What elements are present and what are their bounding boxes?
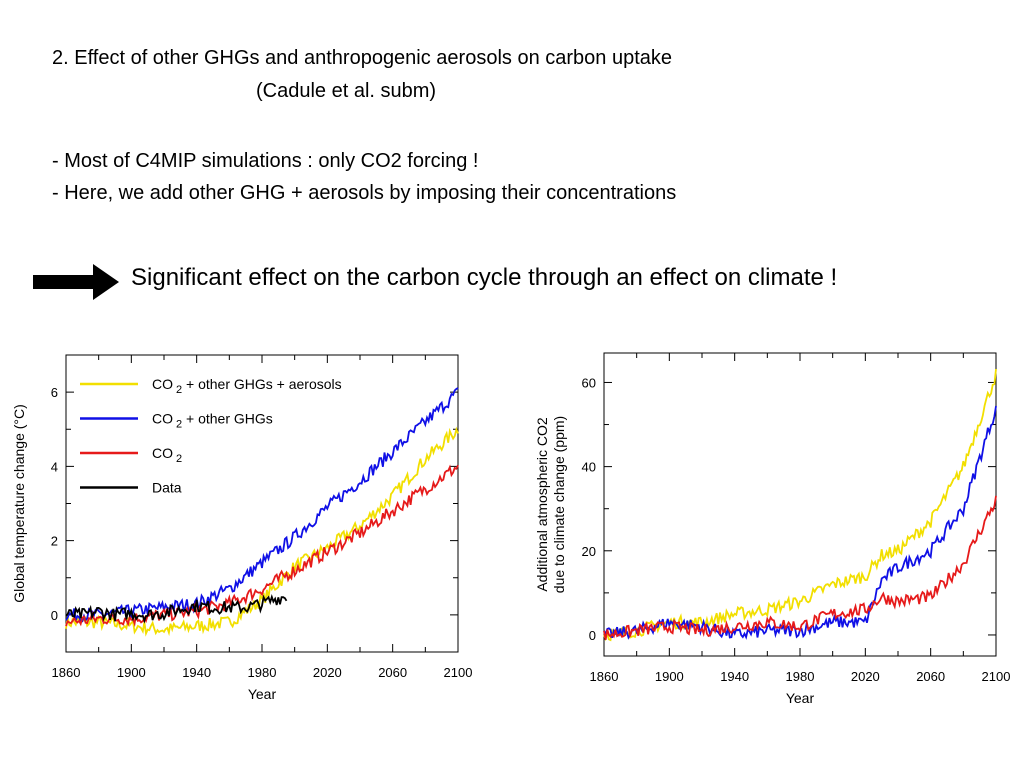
x-tick-label: 1940 <box>720 669 749 684</box>
x-axis-label: Year <box>786 690 815 706</box>
series-line-4 <box>65 593 288 624</box>
y-tick-label: 0 <box>51 608 58 623</box>
x-tick-label: 1900 <box>117 665 146 680</box>
right-arrow-icon <box>33 264 119 300</box>
series-line-2 <box>65 387 459 623</box>
slide-citation: (Cadule et al. subm) <box>256 80 437 102</box>
bullet-point-1: - Most of C4MIP simulations : only CO2 f… <box>52 150 479 172</box>
x-axis-label: Year <box>248 686 277 702</box>
x-tick-label: 2100 <box>982 669 1011 684</box>
y-tick-label: 2 <box>51 534 58 549</box>
x-tick-label: 1860 <box>52 665 81 680</box>
x-tick-label: 1980 <box>786 669 815 684</box>
x-tick-label: 2020 <box>313 665 342 680</box>
x-tick-label: 1980 <box>248 665 277 680</box>
legend-label: CO 2 + other GHGs <box>152 411 273 431</box>
x-tick-label: 2020 <box>851 669 880 684</box>
x-tick-label: 1860 <box>590 669 619 684</box>
plot-frame <box>603 352 997 657</box>
y-tick-label: 60 <box>582 375 596 390</box>
x-tick-label: 1900 <box>655 669 684 684</box>
bullet-point-2: - Here, we add other GHG + aerosols by i… <box>52 182 677 204</box>
x-tick-label: 2100 <box>444 665 473 680</box>
y-tick-label: 4 <box>51 459 58 474</box>
x-tick-label: 2060 <box>916 669 945 684</box>
y-axis-label: Additional atmospheric CO2 <box>534 417 550 592</box>
x-tick-label: 1940 <box>182 665 211 680</box>
series-line-1 <box>65 426 459 637</box>
conclusion-text: Significant effect on the carbon cycle t… <box>131 264 838 291</box>
y-axis-label: due to climate change (ppm) <box>551 416 567 593</box>
series-line-3 <box>65 464 459 627</box>
slide-title: 2. Effect of other GHGs and anthropogeni… <box>52 47 673 69</box>
y-axis-label: Global temperature change (°C) <box>11 404 27 603</box>
legend-label: Data <box>152 480 182 496</box>
y-tick-label: 0 <box>589 628 596 643</box>
y-tick-label: 6 <box>51 385 58 400</box>
series-line-3 <box>603 495 997 641</box>
series-line-1 <box>603 368 997 642</box>
legend-label: CO 2 <box>152 445 182 465</box>
legend-label: CO 2 + other GHGs + aerosols <box>152 376 342 396</box>
y-tick-label: 20 <box>582 544 596 559</box>
x-tick-label: 2060 <box>378 665 407 680</box>
y-tick-label: 40 <box>582 460 596 475</box>
